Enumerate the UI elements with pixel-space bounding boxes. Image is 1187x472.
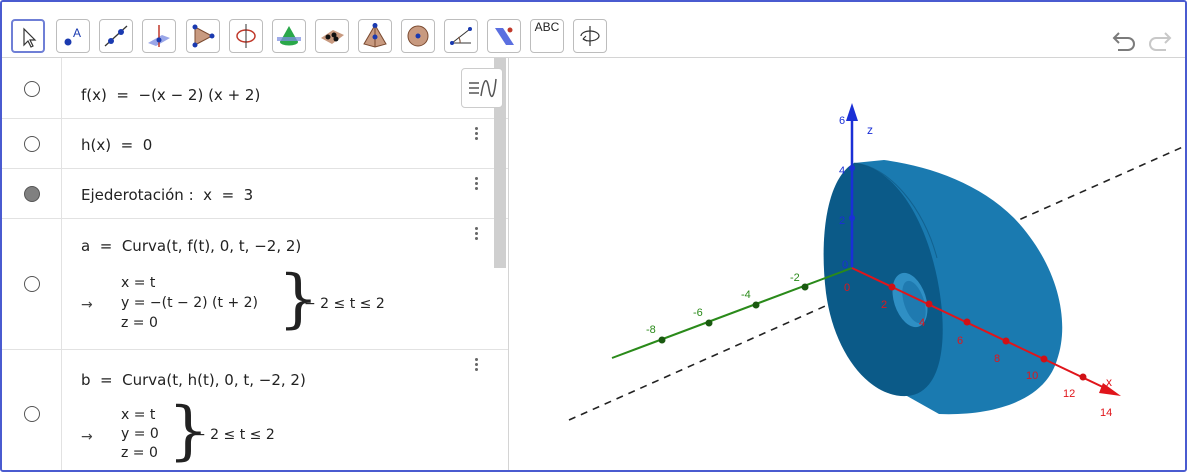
x-tick-label: 14 xyxy=(1100,407,1112,419)
reflect-tool-button[interactable] xyxy=(487,19,521,53)
cursor-arrow-icon xyxy=(23,27,37,48)
visibility-marble-icon[interactable] xyxy=(24,136,40,152)
circle-axis-tool-button[interactable] xyxy=(229,19,263,53)
algebra-expression[interactable]: Ejederotación : x = 3 xyxy=(81,186,254,204)
visibility-marble-icon[interactable] xyxy=(24,276,40,292)
triangle-icon xyxy=(192,24,215,48)
rotation-axis-line xyxy=(568,145,1185,421)
x-tick-label: 8 xyxy=(994,353,1000,365)
angle-icon xyxy=(450,27,472,45)
x-tick-label: 6 xyxy=(957,335,963,347)
pyramid-icon xyxy=(363,23,387,48)
algebra-row-axis[interactable]: Ejederotación : x = 3 xyxy=(2,169,508,219)
visibility-toggle[interactable] xyxy=(2,219,62,349)
param-line: z = 0 xyxy=(121,315,158,331)
visibility-toggle[interactable] xyxy=(2,350,62,470)
y-tick-label: -6 xyxy=(693,307,703,319)
cone-plane-icon xyxy=(277,26,301,46)
perpendicular-plane-icon xyxy=(148,25,170,47)
brace: } xyxy=(168,394,209,468)
x-tick-label: 12 xyxy=(1063,388,1075,400)
redo-icon[interactable] xyxy=(1146,27,1174,53)
algebra-row-h[interactable]: h(x) = 0 xyxy=(2,119,508,169)
move-tool-button[interactable] xyxy=(11,19,45,53)
sphere-icon xyxy=(407,25,429,47)
algebra-expression[interactable]: h(x) = 0 xyxy=(81,136,153,154)
pyramid-tool-button[interactable] xyxy=(358,19,392,53)
text-abc-icon: ABC xyxy=(534,20,560,34)
param-line: x = t xyxy=(121,407,156,423)
param-line: z = 0 xyxy=(121,445,158,461)
param-range: − 2 ≤ t ≤ 2 xyxy=(194,427,275,443)
x-axis-arrow xyxy=(1099,383,1121,396)
z-tick-label: 2 xyxy=(839,215,845,227)
algebra-expression[interactable]: b = Curva(t, h(t), 0, t, −2, 2) xyxy=(81,371,306,389)
visibility-marble-icon[interactable] xyxy=(24,186,40,202)
line-through-points-icon xyxy=(104,25,128,47)
rotate-view-icon xyxy=(580,26,600,46)
undo-icon[interactable] xyxy=(1110,27,1138,53)
graphics-3d-view[interactable]: z 6 4 2 0 -8 -6 -4 -2 0 2 4 xyxy=(509,58,1185,472)
sphere-tool-button[interactable] xyxy=(401,19,435,53)
algebra-scrollbar[interactable] xyxy=(494,58,506,268)
x-tick-label: 2 xyxy=(881,299,887,311)
svg-text:A: A xyxy=(73,26,81,40)
x-tick-label: 0 xyxy=(844,282,850,294)
visibility-toggle[interactable] xyxy=(2,119,62,168)
plane-tool-button[interactable] xyxy=(315,19,349,53)
algebra-row-b[interactable]: b = Curva(t, h(t), 0, t, −2, 2) → x = t … xyxy=(2,350,508,470)
line-tool-button[interactable] xyxy=(99,19,133,53)
polygon-tool-button[interactable] xyxy=(186,19,220,53)
brace: } xyxy=(278,262,319,336)
visibility-marble-icon[interactable] xyxy=(24,406,40,422)
param-line: y = −(t − 2) (t + 2) xyxy=(121,295,258,311)
algebra-style-button[interactable] xyxy=(461,68,503,108)
circle-with-axis-icon xyxy=(236,24,256,48)
more-options-icon[interactable] xyxy=(475,227,479,242)
solid-of-revolution-face[interactable] xyxy=(823,163,943,397)
z-tick-label: 4 xyxy=(839,165,845,177)
point-a-icon: A xyxy=(64,26,81,46)
param-line: x = t xyxy=(121,275,156,291)
angle-tool-button[interactable] xyxy=(444,19,478,53)
more-options-icon[interactable] xyxy=(475,177,479,192)
graphics-canvas[interactable]: z 6 4 2 0 -8 -6 -4 -2 0 2 4 xyxy=(509,58,1185,472)
reflect-plane-icon xyxy=(495,27,514,45)
more-options-icon[interactable] xyxy=(475,358,479,373)
x-tick-label: 10 xyxy=(1026,370,1038,382)
sort-graph-icon xyxy=(469,78,497,98)
param-range: − 2 ≤ t ≤ 2 xyxy=(304,296,385,312)
algebra-view: f(x) = −(x − 2) (x + 2) h(x) = 0 Ejedero… xyxy=(2,58,509,470)
output-arrow-icon: → xyxy=(81,297,93,313)
plane-points-icon xyxy=(321,30,344,44)
algebra-expression[interactable]: a = Curva(t, f(t), 0, t, −2, 2) xyxy=(81,237,302,255)
text-tool-button[interactable]: ABC xyxy=(530,19,564,53)
toolbar: A ABC xyxy=(2,2,1185,58)
rotate-view-tool-button[interactable] xyxy=(573,19,607,53)
algebra-row-a[interactable]: a = Curva(t, f(t), 0, t, −2, 2) → x = t … xyxy=(2,219,508,350)
x-tick-label: 4 xyxy=(919,317,925,329)
intersect-tool-button[interactable] xyxy=(272,19,306,53)
y-tick-label: -2 xyxy=(790,272,800,284)
visibility-toggle[interactable] xyxy=(2,169,62,218)
y-tick-label: -8 xyxy=(646,324,656,336)
algebra-expression[interactable]: f(x) = −(x − 2) (x + 2) xyxy=(81,86,261,104)
output-arrow-icon: → xyxy=(81,429,93,445)
more-options-icon[interactable] xyxy=(475,127,479,142)
perpendicular-tool-button[interactable] xyxy=(142,19,176,53)
algebra-row-f[interactable]: f(x) = −(x − 2) (x + 2) xyxy=(2,58,508,119)
y-tick-label: -4 xyxy=(741,289,751,301)
point-tool-button[interactable]: A xyxy=(56,19,90,53)
visibility-toggle[interactable] xyxy=(2,58,62,118)
z-tick-label: 0 xyxy=(842,259,848,271)
param-line: y = 0 xyxy=(121,426,159,442)
z-axis-label: z xyxy=(867,123,873,137)
z-tick-label: 6 xyxy=(839,115,845,127)
z-axis-arrow xyxy=(846,103,858,121)
y-axis xyxy=(611,267,853,359)
visibility-marble-icon[interactable] xyxy=(24,81,40,97)
x-axis-label: x xyxy=(1106,375,1112,389)
